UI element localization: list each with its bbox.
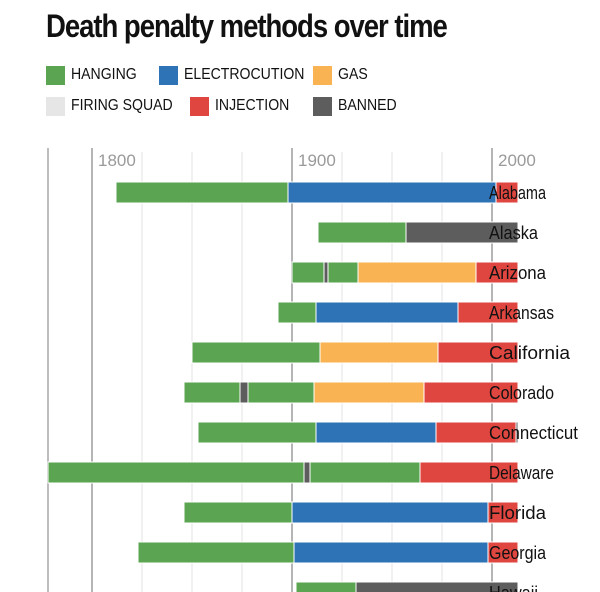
legend-swatch-injection: [190, 96, 209, 116]
legend-label-gas: GAS: [338, 66, 368, 83]
bar-segment-alaska-hanging-0: [317, 221, 407, 244]
state-label-alabama: Alabama: [489, 183, 547, 203]
state-label-delaware: Delaware: [489, 463, 554, 483]
legend-label-banned: BANNED: [338, 97, 397, 114]
bar-segment-hawaii-banned-1: [355, 581, 519, 592]
bar-segment-arizona-gas-3: [357, 261, 477, 284]
legend-item-banned: BANNED: [313, 95, 405, 117]
bar-segment-florida-injection-2: [487, 501, 519, 524]
legend-label-electrocution: ELECTROCUTION: [184, 66, 305, 83]
legend-swatch-banned: [313, 96, 332, 116]
legend-label-firing-squad: FIRING SQUAD: [71, 97, 173, 114]
legend-item-electrocution: ELECTROCUTION: [159, 64, 321, 86]
bar-segment-colorado-hanging-2: [247, 381, 315, 404]
bar-segment-alaska-banned-1: [405, 221, 519, 244]
state-labels: Alabama Alaska Arizona Arkansas California Co…: [489, 183, 578, 592]
bar-segment-florida-electrocution-1: [291, 501, 489, 524]
bar-segment-arizona-hanging-0: [291, 261, 325, 284]
state-label-alaska: Alaska: [489, 223, 539, 243]
bar-segment-alabama-electrocution-1: [287, 181, 497, 204]
bar-segment-connecticut-electrocution-1: [315, 421, 437, 444]
bar-segment-california-gas-1: [319, 341, 439, 364]
bar-segment-georgia-electrocution-1: [293, 541, 489, 564]
bar-segment-colorado-injection-4: [423, 381, 519, 404]
legend-swatch-hanging: [46, 65, 65, 85]
bar-segment-delaware-injection-3: [419, 461, 519, 484]
bar-row-alabama: [115, 181, 519, 204]
bar-segment-delaware-hanging-0: [47, 461, 305, 484]
bar-segment-alabama-hanging-0: [115, 181, 289, 204]
legend-item-firing-squad: FIRING SQUAD: [46, 95, 187, 117]
bar-row-alaska: [317, 221, 519, 244]
bar-segment-arkansas-injection-2: [457, 301, 519, 324]
bar-segment-arizona-hanging-2: [327, 261, 359, 284]
gridlines: [47, 148, 493, 592]
x-tick-label-2000: 2000: [498, 151, 536, 170]
state-label-california: California: [489, 343, 571, 363]
bar-row-arkansas: [277, 301, 519, 324]
legend-swatch-gas: [313, 65, 332, 85]
state-label-arizona: Arizona: [489, 263, 547, 283]
bar-segment-hawaii-hanging-0: [295, 581, 357, 592]
chart-title: Death penalty methods over time: [46, 8, 448, 44]
legend-label-injection: INJECTION: [215, 97, 290, 114]
bar-row-arizona: [291, 261, 519, 284]
state-label-connecticut: Connecticut: [489, 423, 578, 443]
bar-segment-delaware-banned-1: [303, 461, 311, 484]
bar-segment-california-injection-2: [437, 341, 519, 364]
legend-swatch-electrocution: [159, 65, 178, 85]
bar-segment-connecticut-banned-3: [515, 421, 519, 444]
state-label-hawaii: Hawaii: [489, 583, 538, 592]
bar-segment-colorado-banned-1: [239, 381, 249, 404]
bar-segment-georgia-injection-2: [487, 541, 519, 564]
state-label-georgia: Georgia: [489, 543, 547, 563]
legend-item-gas: GAS: [313, 64, 372, 86]
bar-row-connecticut: [197, 421, 519, 444]
bars: [47, 181, 519, 592]
bar-segment-arizona-banned-1: [323, 261, 329, 284]
state-label-florida: Florida: [489, 503, 547, 523]
bar-segment-delaware-hanging-2: [309, 461, 421, 484]
bar-segment-arkansas-electrocution-1: [315, 301, 459, 324]
bar-segment-colorado-hanging-0: [183, 381, 241, 404]
legend: HANGING ELECTROCUTION GAS FIRING SQUAD I…: [46, 64, 566, 124]
x-axis-ticks: 1800 1900 2000: [98, 151, 536, 170]
bar-segment-connecticut-hanging-0: [197, 421, 317, 444]
bar-row-florida: [183, 501, 519, 524]
state-label-arkansas: Arkansas: [489, 303, 554, 323]
state-label-colorado: Colorado: [489, 383, 554, 403]
bar-row-colorado: [183, 381, 519, 404]
x-tick-label-1900: 1900: [298, 151, 336, 170]
x-tick-label-1800: 1800: [98, 151, 136, 170]
bar-segment-arkansas-hanging-0: [277, 301, 317, 324]
bar-segment-florida-hanging-0: [183, 501, 293, 524]
legend-swatch-firing-squad: [46, 96, 65, 116]
legend-label-hanging: HANGING: [71, 66, 137, 83]
legend-item-hanging: HANGING: [46, 64, 146, 86]
bar-row-hawaii: [295, 581, 519, 592]
bar-segment-georgia-hanging-0: [137, 541, 295, 564]
bar-segment-california-hanging-0: [191, 341, 321, 364]
bar-row-georgia: [137, 541, 519, 564]
bar-row-delaware: [47, 461, 519, 484]
bar-segment-colorado-gas-3: [313, 381, 425, 404]
bar-row-california: [191, 341, 519, 364]
bar-segment-arizona-injection-4: [475, 261, 519, 284]
legend-item-injection: INJECTION: [190, 95, 299, 117]
bar-segment-alabama-injection-2: [495, 181, 519, 204]
